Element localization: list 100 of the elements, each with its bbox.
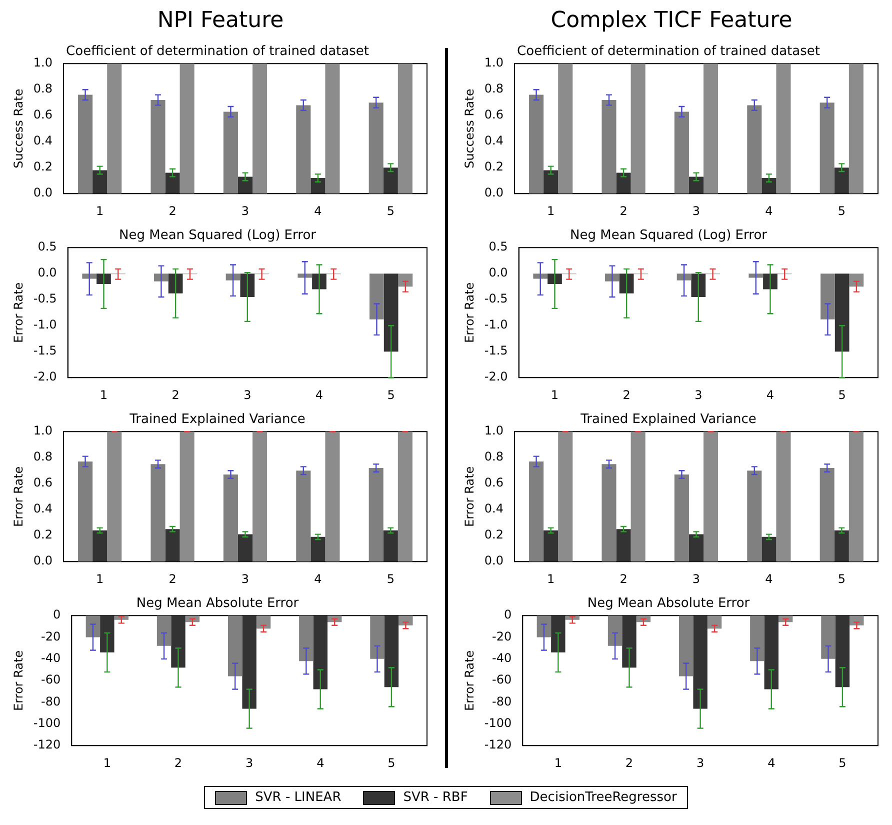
y-tick-label: -120 [484,738,512,752]
chart-title: Neg Mean Squared (Log) Error [119,228,317,244]
y-tick-label: 0.8 [33,82,52,96]
y-tick-label: 0.2 [33,528,52,542]
chart-title: Complex TICF Feature [550,8,794,35]
bar [688,534,704,562]
bar [398,432,412,562]
bar [383,530,398,562]
y-tick-label: 0.0 [38,266,57,280]
y-tick-label: 0.8 [33,450,52,464]
bar [674,474,689,562]
x-tick-label: 4 [314,204,322,218]
y-tick-label: 0 [52,608,61,622]
bar [78,462,93,562]
x-tick-label: 5 [388,756,396,770]
y-tick-label: -100 [484,716,512,730]
y-tick-label: 0.0 [33,186,52,200]
y-tick-label: -20 [41,629,61,644]
x-tick-label: 2 [622,388,630,402]
y-tick-label: -1.5 [33,344,57,358]
bar [630,432,646,562]
bar [252,432,268,562]
bar [310,536,326,562]
x-tick-label: 1 [547,572,555,586]
x-tick-label: 2 [620,572,628,586]
x-tick-label: 1 [100,388,108,402]
bar [238,176,253,194]
y-axis-title: Error Rate [462,650,476,711]
bar [252,64,268,194]
y-tick-label: -40 [41,651,61,666]
bar [747,470,762,562]
x-tick-label: 1 [96,572,104,586]
chart-subtitle: Coefficient of determination of trained dataset [66,44,369,60]
y-tick-label: 0.4 [33,502,52,516]
y-tick-label: -40 [492,651,512,666]
y-tick-label: 0.8 [484,82,504,96]
bar [820,102,834,194]
y-tick-label: -2.0 [33,370,57,384]
y-tick-label: 0.0 [33,554,52,568]
x-tick-label: 4 [316,756,324,770]
x-tick-label: 3 [692,204,700,218]
y-tick-label: -60 [41,672,61,687]
x-tick-label: 3 [244,388,252,402]
bar [630,64,646,194]
y-axis-title: Error Rate [11,282,26,343]
bar [180,432,194,562]
bar [558,64,573,194]
bar [762,536,776,562]
y-tick-label: 0.2 [484,160,504,174]
x-tick-label: 4 [315,388,324,402]
y-tick-label: 0.2 [484,528,504,542]
y-tick-label: 0.5 [488,240,508,254]
x-tick-label: 3 [696,756,704,770]
x-tick-label: 4 [766,388,774,402]
bar [602,100,616,194]
x-tick-label: 2 [168,572,176,586]
y-tick-label: 0.0 [488,266,508,280]
y-tick-label: 0.0 [484,554,504,568]
y-axis-title: Error Rate [11,650,26,711]
chart-title: Trained Explained Variance [128,412,306,428]
y-axis-title: Success Rate [11,88,26,168]
chart-title: NPI Feature [156,8,285,35]
bar [544,530,558,562]
y-tick-label: -2.0 [484,370,508,384]
chart-title: Neg Mean Squared (Log) Error [570,228,768,244]
y-tick-label: 0.5 [38,240,57,254]
x-tick-label: 3 [241,204,250,218]
bar [704,432,718,562]
bar [180,64,194,194]
y-tick-label: -1.0 [484,318,508,332]
x-tick-label: 1 [550,388,559,402]
bar [383,168,398,194]
bar [602,464,616,562]
bar [107,64,122,194]
bar [165,529,180,562]
legend-label: SVR - RBF [403,790,468,805]
y-tick-label: -1.0 [33,318,57,332]
y-tick-label: 1.0 [484,56,504,70]
bar [776,64,791,194]
bar [296,470,311,562]
bar [776,432,791,562]
bar [688,176,704,194]
y-axis-title: Error Rate [11,466,26,527]
y-tick-label: -60 [492,672,512,687]
x-tick-label: 1 [103,756,111,770]
y-tick-label: 0.6 [33,476,52,490]
bar [674,112,689,194]
y-tick-label: -80 [492,694,512,708]
y-tick-label: 0.4 [33,134,52,148]
x-tick-label: 4 [768,756,776,770]
x-tick-label: 3 [241,572,250,586]
bar [848,432,864,562]
bar [834,168,849,194]
x-tick-label: 5 [387,388,395,402]
bar [150,100,166,194]
y-tick-label: -0.5 [33,292,57,306]
y-tick-label: 0.4 [484,502,504,516]
bar [223,474,238,562]
chart-title: Trained Explained Variance [580,412,756,428]
bar [165,172,180,194]
